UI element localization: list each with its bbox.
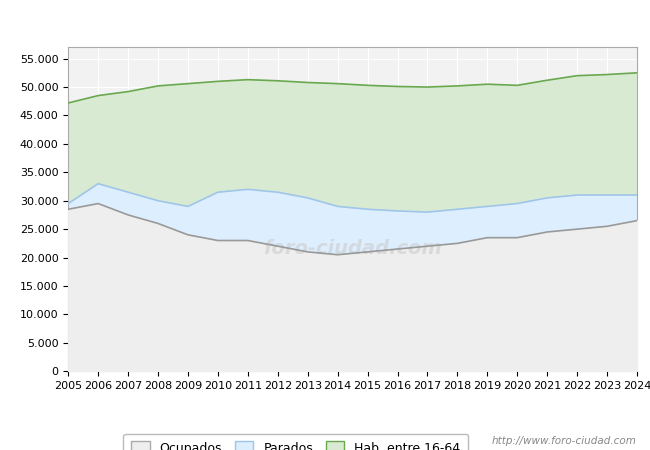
- Text: foro-ciudad.com: foro-ciudad.com: [263, 238, 442, 258]
- Legend: Ocupados, Parados, Hab. entre 16-64: Ocupados, Parados, Hab. entre 16-64: [124, 434, 468, 450]
- Text: Rubí - Evolucion de la poblacion en edad de Trabajar Mayo de 2024: Rubí - Evolucion de la poblacion en edad…: [46, 10, 605, 28]
- Text: http://www.foro-ciudad.com: http://www.foro-ciudad.com: [492, 436, 637, 446]
